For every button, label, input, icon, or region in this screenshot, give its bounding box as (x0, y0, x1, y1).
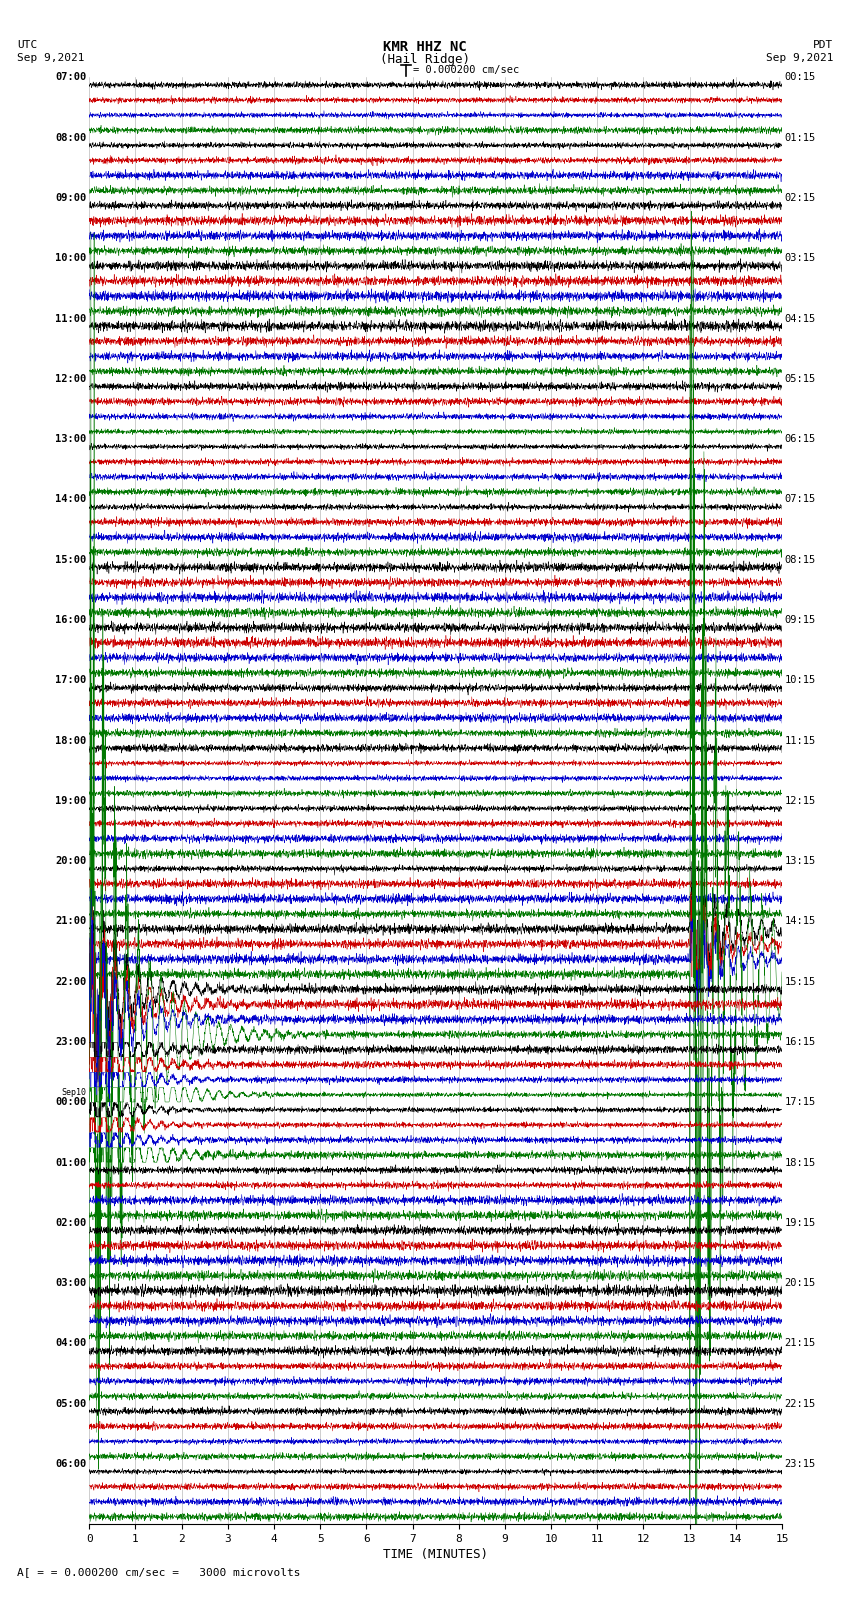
Text: 06:15: 06:15 (785, 434, 816, 444)
Text: 13:00: 13:00 (55, 434, 87, 444)
Text: 02:00: 02:00 (55, 1218, 87, 1227)
Text: 00:15: 00:15 (785, 73, 816, 82)
Text: 19:15: 19:15 (785, 1218, 816, 1227)
Text: 18:00: 18:00 (55, 736, 87, 745)
Text: 10:00: 10:00 (55, 253, 87, 263)
Text: 09:00: 09:00 (55, 194, 87, 203)
Text: 11:15: 11:15 (785, 736, 816, 745)
Text: PDT: PDT (813, 40, 833, 50)
Text: 07:15: 07:15 (785, 495, 816, 505)
Text: 09:15: 09:15 (785, 615, 816, 624)
Text: 12:15: 12:15 (785, 795, 816, 806)
Text: 14:00: 14:00 (55, 495, 87, 505)
Text: 16:15: 16:15 (785, 1037, 816, 1047)
Text: 19:00: 19:00 (55, 795, 87, 806)
Text: 08:00: 08:00 (55, 132, 87, 142)
Text: A[ = = 0.000200 cm/sec =   3000 microvolts: A[ = = 0.000200 cm/sec = 3000 microvolts (17, 1568, 301, 1578)
Text: 21:15: 21:15 (785, 1339, 816, 1348)
Text: 21:00: 21:00 (55, 916, 87, 926)
Text: 17:00: 17:00 (55, 676, 87, 686)
Text: 00:00: 00:00 (55, 1097, 87, 1107)
Text: 04:00: 04:00 (55, 1339, 87, 1348)
Text: 20:00: 20:00 (55, 857, 87, 866)
Text: 15:00: 15:00 (55, 555, 87, 565)
Text: 23:15: 23:15 (785, 1460, 816, 1469)
Text: KMR HHZ NC: KMR HHZ NC (383, 40, 467, 55)
Text: 03:00: 03:00 (55, 1277, 87, 1289)
Text: 18:15: 18:15 (785, 1158, 816, 1168)
Text: (Hail Ridge): (Hail Ridge) (380, 53, 470, 66)
Text: 13:15: 13:15 (785, 857, 816, 866)
Text: 10:15: 10:15 (785, 676, 816, 686)
Text: 17:15: 17:15 (785, 1097, 816, 1107)
Text: 02:15: 02:15 (785, 194, 816, 203)
Text: 12:00: 12:00 (55, 374, 87, 384)
Text: 04:15: 04:15 (785, 313, 816, 324)
Text: 11:00: 11:00 (55, 313, 87, 324)
Text: 06:00: 06:00 (55, 1460, 87, 1469)
Text: 01:15: 01:15 (785, 132, 816, 142)
X-axis label: TIME (MINUTES): TIME (MINUTES) (383, 1548, 488, 1561)
Text: 20:15: 20:15 (785, 1277, 816, 1289)
Text: 22:15: 22:15 (785, 1398, 816, 1408)
Text: 05:00: 05:00 (55, 1398, 87, 1408)
Text: Sep10: Sep10 (62, 1089, 87, 1097)
Text: Sep 9,2021: Sep 9,2021 (17, 53, 84, 63)
Text: 14:15: 14:15 (785, 916, 816, 926)
Text: 15:15: 15:15 (785, 977, 816, 987)
Text: UTC: UTC (17, 40, 37, 50)
Text: 23:00: 23:00 (55, 1037, 87, 1047)
Text: 16:00: 16:00 (55, 615, 87, 624)
Text: 22:00: 22:00 (55, 977, 87, 987)
Text: 07:00: 07:00 (55, 73, 87, 82)
Text: 01:00: 01:00 (55, 1158, 87, 1168)
Text: = 0.000200 cm/sec: = 0.000200 cm/sec (413, 65, 519, 76)
Text: 08:15: 08:15 (785, 555, 816, 565)
Text: 05:15: 05:15 (785, 374, 816, 384)
Text: 03:15: 03:15 (785, 253, 816, 263)
Text: Sep 9,2021: Sep 9,2021 (766, 53, 833, 63)
